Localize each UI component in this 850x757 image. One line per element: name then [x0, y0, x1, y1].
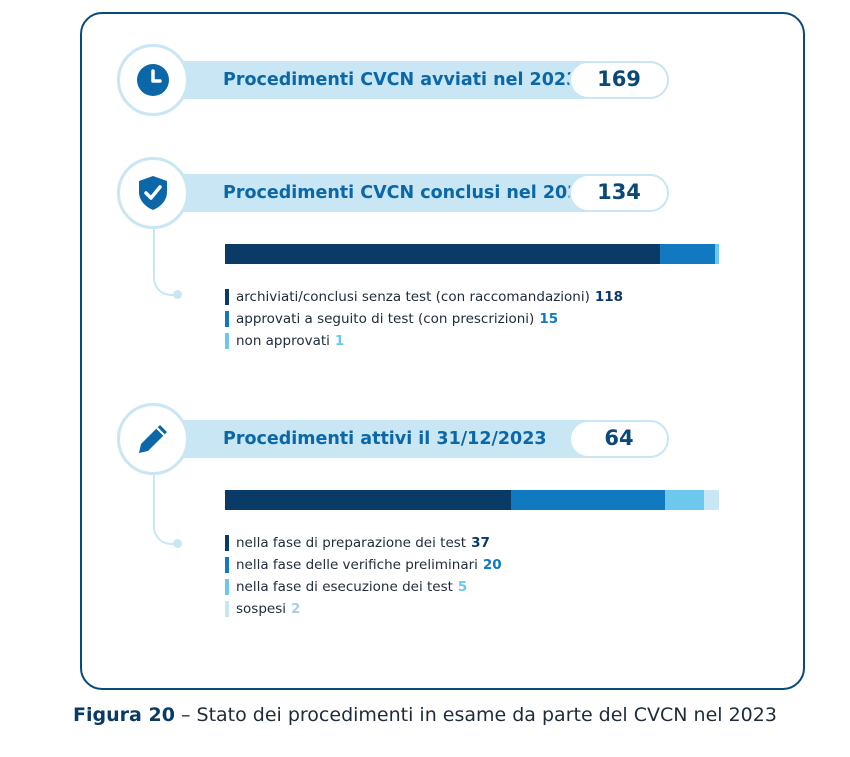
- shield-check-icon: [139, 176, 167, 210]
- bar-segment-approvati: [660, 244, 716, 264]
- legend-swatch: [225, 289, 229, 305]
- legend-value: 118: [594, 289, 624, 305]
- legend-swatch: [225, 557, 229, 573]
- avviati-label: Procedimenti CVCN avviati nel 2023: [223, 70, 579, 90]
- legend-value: 2: [291, 601, 301, 617]
- legend-swatch: [225, 535, 229, 551]
- bar-segment-sospesi: [703, 490, 719, 510]
- connector-dot-attivi: [173, 539, 182, 548]
- legend-label: sospesi: [236, 601, 286, 617]
- legend-attivi: nella fase di preparazione dei test 37 n…: [225, 532, 502, 620]
- row-attivi: Procedimenti attivi il 31/12/2023 64: [117, 403, 757, 475]
- legend-value: 1: [334, 333, 345, 349]
- pill-conclusi: Procedimenti CVCN conclusi nel 2023 134: [157, 174, 669, 212]
- legend-value: 20: [482, 557, 502, 573]
- figure-caption: Figura 20 – Stato dei procedimenti in es…: [0, 704, 850, 726]
- attivi-count: 64: [569, 420, 669, 458]
- legend-label: archiviati/conclusi senza test (con racc…: [236, 289, 590, 305]
- infographic-frame: [80, 12, 805, 690]
- row-conclusi: Procedimenti CVCN conclusi nel 2023 134: [117, 157, 757, 229]
- clock-icon: [137, 64, 169, 96]
- caption-label: Figura 20: [73, 704, 175, 726]
- legend-value: 15: [539, 311, 559, 327]
- attivi-label: Procedimenti attivi il 31/12/2023: [223, 429, 547, 449]
- clock-icon-circle: [117, 44, 189, 116]
- legend-label: nella fase di esecuzione dei test: [236, 579, 453, 595]
- legend-value: 37: [471, 535, 490, 551]
- pencil-icon-circle: [117, 403, 189, 475]
- pencil-icon: [139, 425, 167, 453]
- shield-icon-circle: [117, 157, 189, 229]
- conclusi-label: Procedimenti CVCN conclusi nel 2023: [223, 183, 592, 203]
- caption-separator: –: [174, 704, 197, 726]
- stacked-bar-conclusi: [225, 244, 719, 264]
- caption-text: Stato dei procedimenti in esame da parte…: [196, 704, 777, 726]
- bar-segment-archiviati: [225, 244, 660, 264]
- legend-item: nella fase delle verifiche preliminari 2…: [225, 554, 502, 576]
- legend-item: nella fase di esecuzione dei test 5: [225, 576, 502, 598]
- bar-segment-non-approvati: [715, 244, 719, 264]
- pill-avviati: Procedimenti CVCN avviati nel 2023 169: [157, 61, 669, 99]
- legend-swatch: [225, 311, 229, 327]
- legend-swatch: [225, 601, 229, 617]
- legend-label: non approvati: [236, 333, 330, 349]
- legend-item: non approvati 1: [225, 330, 623, 352]
- stacked-bar-attivi: [225, 490, 719, 510]
- legend-item: nella fase di preparazione dei test 37: [225, 532, 502, 554]
- legend-swatch: [225, 579, 229, 595]
- legend-item: sospesi 2: [225, 598, 502, 620]
- bar-segment-verifiche: [510, 490, 665, 510]
- legend-label: nella fase delle verifiche preliminari: [236, 557, 478, 573]
- legend-label: nella fase di preparazione dei test: [236, 535, 467, 551]
- legend-item: archiviati/conclusi senza test (con racc…: [225, 286, 623, 308]
- conclusi-count: 134: [569, 174, 669, 212]
- pill-attivi: Procedimenti attivi il 31/12/2023 64: [157, 420, 669, 458]
- legend-swatch: [225, 333, 229, 349]
- row-avviati: Procedimenti CVCN avviati nel 2023 169: [117, 44, 757, 116]
- legend-conclusi: archiviati/conclusi senza test (con racc…: [225, 286, 623, 352]
- connector-dot-conclusi: [173, 290, 182, 299]
- bar-segment-esecuzione: [664, 490, 704, 510]
- legend-item: approvati a seguito di test (con prescri…: [225, 308, 623, 330]
- legend-label: approvati a seguito di test (con prescri…: [236, 311, 535, 327]
- bar-segment-preparazione: [225, 490, 511, 510]
- avviati-count: 169: [569, 61, 669, 99]
- legend-value: 5: [457, 579, 468, 595]
